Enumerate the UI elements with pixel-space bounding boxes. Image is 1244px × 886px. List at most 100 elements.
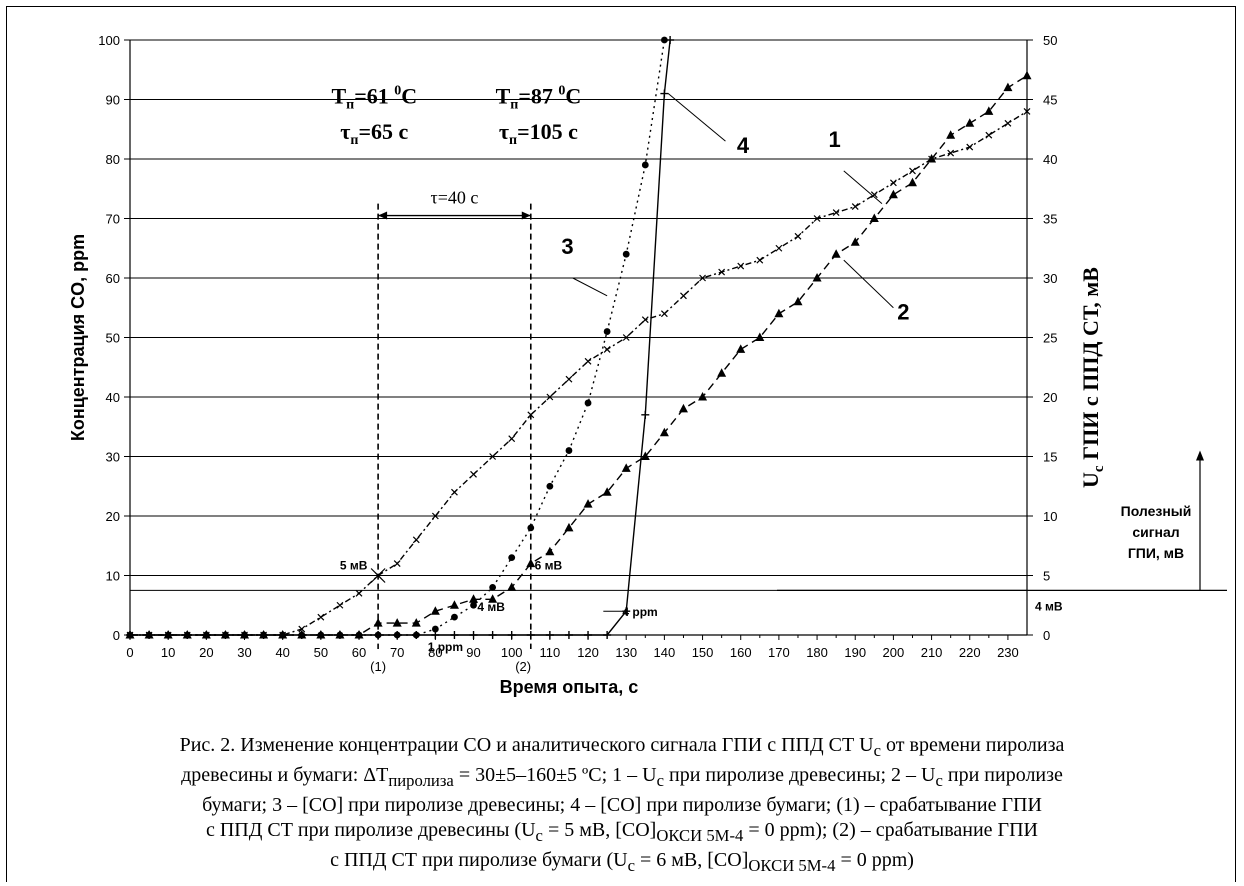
point-1 (317, 613, 325, 621)
tau-label: τ=40 с (431, 188, 479, 208)
curve-label-3: 3 (561, 234, 573, 259)
arrow-head (1196, 450, 1204, 461)
curve-label-1: 1 (829, 127, 841, 152)
point-2 (430, 606, 440, 615)
point-4 (584, 631, 593, 639)
point-2 (469, 594, 479, 603)
point-2 (1022, 70, 1032, 80)
marker-5mv (370, 568, 386, 583)
point-4 (355, 631, 364, 639)
figure-caption: Рис. 2. Изменение концентрации CO и анал… (20, 733, 1224, 878)
y-tick-label-left: 90 (106, 93, 120, 108)
caption-line-1: Рис. 2. Изменение концентрации CO и анал… (179, 734, 1065, 760)
point-2 (1003, 82, 1013, 92)
point-1 (412, 536, 420, 544)
point-3 (641, 161, 649, 169)
point-1 (470, 470, 477, 478)
y-tick-label-right: 0 (1043, 628, 1050, 643)
label-1ppm: 1 ppm (428, 640, 463, 654)
x-tick-label: 120 (577, 645, 599, 660)
point-4 (666, 36, 675, 44)
point-1 (947, 149, 955, 157)
x-tick-label: 20 (199, 645, 213, 660)
label-4ppm: 4 ppm (622, 605, 657, 619)
x-axis-label: Время опыта, с (500, 677, 639, 697)
annotations: Полезный сигнал ГПИ, мВ 4 мВ τ=40 с Tп=61 0C τ… (130, 84, 1227, 674)
caption-line-4: с ППД СТ при пиролизе древесины (Uc = 5 … (205, 819, 1039, 845)
y-tick-label-left: 70 (106, 212, 120, 227)
point-4 (221, 631, 230, 639)
point-2 (888, 189, 898, 199)
y-tick-label-left: 50 (106, 331, 120, 346)
y-tick-label-right: 35 (1043, 212, 1057, 227)
series-line-1 (130, 110, 1028, 636)
y-tick-label-left: 80 (106, 152, 120, 167)
point-1 (641, 316, 649, 324)
point-1 (718, 268, 726, 276)
point-4 (545, 631, 554, 639)
useful-signal-label: ГПИ, мВ (1128, 545, 1184, 561)
point-1 (756, 256, 764, 264)
y-tick-label-left: 20 (106, 509, 120, 524)
t2-temperature-label: Tп=87 0C (496, 84, 582, 113)
point-3 (565, 447, 573, 454)
point-2 (755, 332, 765, 341)
point-3 (451, 613, 458, 621)
point-2 (621, 463, 631, 472)
point-2 (907, 177, 917, 187)
x-tick-label: 190 (844, 645, 866, 660)
point-2 (812, 273, 822, 282)
x-tick-label: 70 (390, 645, 404, 660)
curve-pointer-3 (572, 277, 608, 297)
point-4 (126, 631, 134, 639)
point-4 (278, 631, 287, 639)
point-2 (984, 106, 994, 115)
point-1 (794, 232, 802, 240)
point-1 (966, 143, 974, 151)
point-4 (202, 631, 211, 639)
point-2 (774, 308, 784, 318)
point-2 (526, 558, 536, 568)
point-1 (546, 393, 554, 401)
point-1 (603, 345, 611, 353)
point-1 (985, 131, 993, 139)
label-5mv: 5 мВ (340, 559, 368, 573)
point-1 (909, 167, 916, 175)
y-tick-label-right: 40 (1043, 152, 1057, 167)
marker-2-label: (2) (515, 659, 531, 674)
series-4 (126, 36, 675, 639)
point-4 (564, 631, 573, 639)
label-4mv-right: 4 мВ (1035, 599, 1063, 613)
point-3 (603, 328, 611, 335)
point-3 (431, 625, 439, 633)
point-4 (259, 631, 268, 639)
point-2 (659, 427, 669, 437)
x-tick-label: 140 (654, 645, 676, 660)
tau-arrow-left (378, 211, 388, 220)
x-tick-label: 200 (883, 645, 905, 660)
series-1 (126, 107, 1031, 639)
point-4 (335, 631, 344, 639)
point-1 (775, 244, 783, 252)
caption-line-2: древесины и бумаги: ΔTпиролиза = 30±5–16… (181, 764, 1063, 790)
t2-time-label: τп=105 с (499, 119, 578, 148)
point-2 (373, 618, 383, 627)
point-1 (431, 512, 439, 520)
point-1 (737, 262, 745, 270)
point-4 (641, 410, 650, 419)
point-4 (603, 631, 612, 639)
y-tick-label-left: 30 (106, 450, 120, 465)
point-1 (870, 191, 878, 199)
x-tick-label: 40 (275, 645, 289, 660)
x-tick-label: 210 (921, 645, 943, 660)
point-2 (927, 154, 937, 163)
point-1 (660, 310, 668, 318)
marker-1-label: (1) (370, 659, 386, 674)
point-4 (240, 631, 249, 639)
point-3 (584, 399, 592, 407)
point-4 (183, 631, 192, 639)
y-tick-label-right: 25 (1043, 331, 1057, 346)
point-2 (449, 600, 459, 609)
point-4 (145, 631, 154, 639)
point-4 (488, 631, 497, 639)
